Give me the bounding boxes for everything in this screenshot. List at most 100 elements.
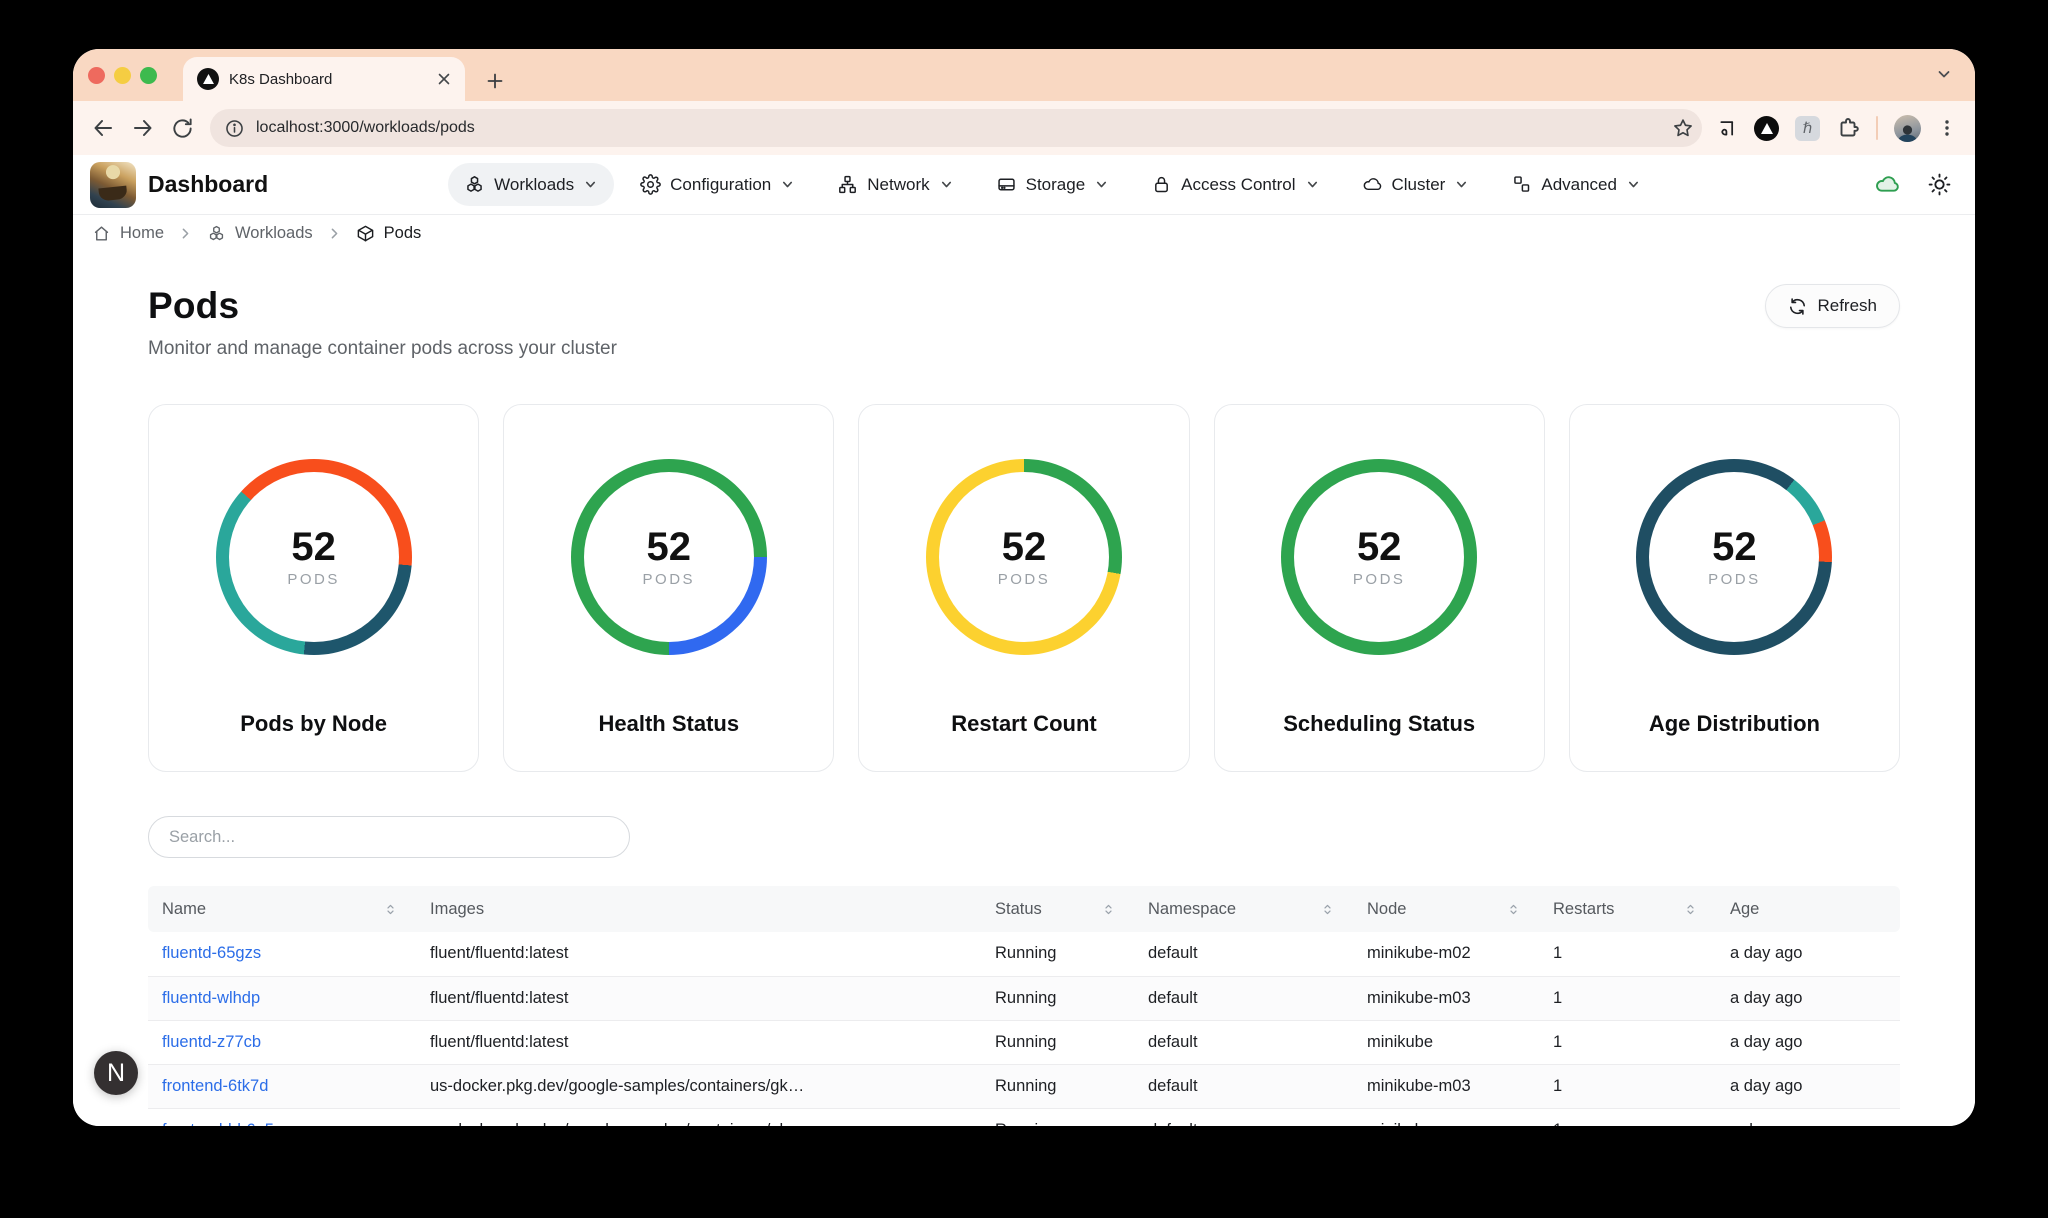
cell-namespace: default [1134, 976, 1353, 1021]
breadcrumb-workloads[interactable]: Workloads [207, 224, 313, 243]
pod-name-link[interactable]: fluentd-wlhdp [162, 988, 261, 1007]
sort-icon[interactable] [1101, 902, 1116, 917]
home-icon [94, 226, 109, 241]
cell-age: a day ago [1716, 1064, 1900, 1109]
card-restart-count: 52 PODS Restart Count [858, 404, 1190, 772]
column-header-namespace[interactable]: Namespace [1134, 886, 1353, 932]
nav-label: Cluster [1391, 174, 1446, 194]
extensions-puzzle-icon[interactable] [1836, 116, 1860, 140]
extension-ma-icon[interactable] [1718, 118, 1738, 138]
breadcrumb-label: Pods [383, 224, 422, 242]
sort-icon[interactable] [1683, 902, 1698, 917]
donut-unit: PODS [287, 571, 340, 588]
sort-icon[interactable] [1320, 902, 1335, 917]
vercel-extension-icon[interactable] [1754, 115, 1779, 141]
url-bar[interactable]: localhost:3000/workloads/pods [210, 109, 1702, 147]
pod-name-link[interactable]: frontend-6tk7d [162, 1076, 269, 1095]
column-header-node[interactable]: Node [1353, 886, 1539, 932]
card-pods-by-node: 52 PODS Pods by Node [148, 404, 480, 772]
main-nav: Workloads Configuration Network Storage [448, 163, 1657, 206]
cell-images: us-docker.pkg.dev/google-samples/contain… [416, 1108, 981, 1126]
nav-item-advanced[interactable]: Advanced [1495, 163, 1657, 206]
tab-close-icon[interactable] [435, 70, 453, 88]
sort-icon[interactable] [1506, 902, 1521, 917]
page-subtitle: Monitor and manage container pods across… [148, 338, 617, 359]
cell-age: a day ago [1716, 1108, 1900, 1126]
tab-strip-chevron-icon[interactable] [1935, 65, 1953, 83]
site-info-icon[interactable] [224, 118, 245, 139]
browser-tab[interactable]: K8s Dashboard [183, 57, 465, 101]
breadcrumb-pods[interactable]: Pods [356, 224, 422, 243]
cluster-status-cloud-icon[interactable] [1874, 171, 1901, 198]
column-header-restarts[interactable]: Restarts [1539, 886, 1716, 932]
table-row[interactable]: frontend-6tk7d us-docker.pkg.dev/google-… [148, 1064, 1900, 1109]
cell-images: fluent/fluentd:latest [416, 976, 981, 1021]
column-header-status[interactable]: Status [981, 886, 1134, 932]
reload-icon[interactable] [171, 117, 194, 140]
forward-icon[interactable] [131, 116, 155, 140]
minimize-window-button[interactable] [114, 66, 131, 84]
column-header-images: Images [416, 886, 981, 932]
nav-item-workloads[interactable]: Workloads [448, 163, 615, 206]
close-window-button[interactable] [88, 66, 105, 84]
cell-status: Running [981, 1064, 1134, 1109]
cell-namespace: default [1134, 1020, 1353, 1065]
workloads-hexagons-icon [209, 225, 224, 241]
nav-item-cluster[interactable]: Cluster [1346, 163, 1486, 206]
nav-item-configuration[interactable]: Configuration [624, 163, 811, 206]
pod-name-link[interactable]: frontend-bh6p5 [162, 1121, 274, 1127]
refresh-button[interactable]: Refresh [1765, 284, 1900, 328]
table-row[interactable]: frontend-bh6p5 us-docker.pkg.dev/google-… [148, 1108, 1900, 1126]
tab-title: K8s Dashboard [229, 70, 333, 88]
column-header-name[interactable]: Name [148, 886, 416, 932]
table-row[interactable]: fluentd-wlhdp fluent/fluentd:latest Runn… [148, 976, 1900, 1021]
table-header-row: Name Images Status Namespace Node Restar… [148, 886, 1900, 932]
cell-status: Running [981, 1020, 1134, 1065]
nav-item-access-control[interactable]: Access Control [1135, 163, 1335, 206]
refresh-label: Refresh [1817, 296, 1877, 315]
cell-namespace: default [1134, 1108, 1353, 1126]
search-input[interactable] [148, 816, 630, 858]
lock-icon [1155, 176, 1169, 193]
table-row[interactable]: fluentd-65gzs fluent/fluentd:latest Runn… [148, 932, 1900, 977]
cell-images: us-docker.pkg.dev/google-samples/contain… [416, 1064, 981, 1109]
bookmark-star-icon[interactable] [1672, 117, 1694, 139]
donut-unit: PODS [642, 571, 696, 588]
extension-hbar-icon[interactable]: ℏ [1795, 115, 1820, 141]
new-tab-button[interactable] [485, 71, 505, 91]
cell-restarts: 1 [1539, 932, 1716, 977]
cell-namespace: default [1134, 932, 1353, 977]
browser-menu-icon[interactable] [1937, 118, 1957, 138]
pod-name-link[interactable]: fluentd-65gzs [162, 944, 262, 963]
theme-sun-icon[interactable] [1927, 172, 1952, 197]
nav-item-network[interactable]: Network [821, 163, 969, 206]
table-row[interactable]: fluentd-z77cb fluent/fluentd:latest Runn… [148, 1020, 1900, 1065]
vercel-triangle-icon [197, 68, 219, 90]
gear-icon [640, 174, 661, 195]
nav-label: Access Control [1181, 174, 1296, 194]
browser-window: K8s Dashboard localhost:3000/workloads/p… [73, 49, 1975, 1126]
cell-node: minikube-m03 [1353, 1064, 1539, 1109]
breadcrumb-home[interactable]: Home [92, 224, 164, 243]
cloud-icon [1363, 178, 1381, 191]
nextjs-dev-badge[interactable]: N [94, 1051, 138, 1095]
cell-node: minikube-m03 [1353, 976, 1539, 1021]
cell-images: fluent/fluentd:latest [416, 1020, 981, 1065]
page-content: Pods Refresh Monitor and manage containe… [73, 252, 1975, 1126]
donut-chart-pods-by-node: 52 PODS [215, 459, 412, 655]
toolbar-separator [1876, 116, 1878, 140]
profile-avatar[interactable] [1894, 114, 1921, 142]
card-title: Health Status [598, 711, 740, 736]
sort-icon[interactable] [383, 902, 398, 917]
chevron-down-icon [1457, 181, 1467, 188]
hbar-glyph: ℏ [1802, 120, 1813, 137]
back-icon[interactable] [91, 116, 115, 140]
nav-label: Configuration [670, 174, 772, 194]
pod-name-link[interactable]: fluentd-z77cb [162, 1032, 262, 1051]
cell-restarts: 1 [1539, 1020, 1716, 1065]
maximize-window-button[interactable] [140, 66, 157, 84]
nav-item-storage[interactable]: Storage [980, 163, 1126, 206]
app-logo-ship [90, 161, 136, 208]
donut-chart-restart-count: 52 PODS [925, 459, 1122, 655]
donut-value: 52 [1001, 525, 1047, 569]
